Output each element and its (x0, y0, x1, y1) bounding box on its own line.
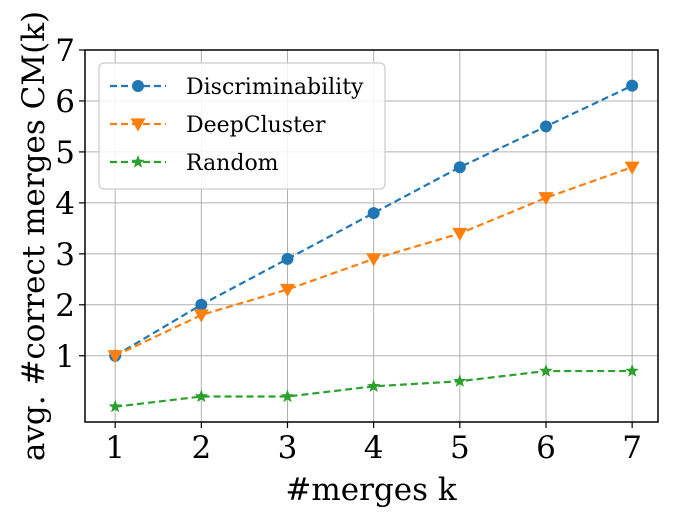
data-point-random (194, 389, 208, 403)
y-tick-label: 2 (55, 288, 75, 324)
y-tick-label: 6 (55, 84, 75, 120)
x-tick-label: 6 (536, 430, 556, 466)
data-point-deepcluster (624, 161, 640, 175)
data-point-discriminability (281, 252, 294, 265)
data-point-deepcluster (366, 253, 382, 267)
data-point-deepcluster (538, 192, 554, 206)
y-axis: 1 2 3 4 5 6 7 (55, 33, 85, 375)
data-point-random (539, 364, 553, 377)
legend-item-random: Random (110, 151, 279, 176)
x-tick-label: 1 (105, 430, 125, 466)
legend-marker-discriminability (132, 80, 144, 92)
data-point-discriminability (453, 161, 466, 174)
legend-label-deepcluster: DeepCluster (186, 113, 326, 138)
legend-box (98, 62, 386, 190)
x-tick-label: 3 (278, 430, 298, 466)
y-axis-title: avg. #correct merges CM(k) (16, 11, 52, 461)
legend-marker-deepcluster (130, 118, 146, 132)
x-axis-title: #merges k (285, 472, 456, 508)
data-point-discriminability (626, 79, 639, 92)
legend-item-discriminability: Discriminability (110, 75, 364, 100)
x-tick-label: 7 (622, 430, 642, 466)
data-point-discriminability (195, 298, 208, 311)
y-tick-label: 4 (55, 186, 75, 222)
series-random (108, 364, 639, 413)
data-point-random (108, 399, 122, 413)
x-tick-label: 5 (450, 430, 470, 466)
series-discriminability (109, 79, 639, 362)
x-tick-label: 4 (364, 430, 384, 466)
legend-marker-random (131, 155, 145, 168)
x-tick-label: 2 (191, 430, 211, 466)
data-point-random (453, 374, 467, 387)
legend: Discriminability DeepCluster Random (98, 62, 386, 190)
y-tick-label: 7 (55, 33, 75, 69)
legend-label-discriminability: Discriminability (186, 75, 364, 100)
y-axis-title-text: avg. #correct merges CM(k) (16, 11, 52, 461)
x-axis-title-text: #merges k (285, 472, 456, 508)
data-point-random (280, 389, 295, 403)
legend-item-deepcluster: DeepCluster (110, 113, 326, 138)
data-point-deepcluster (193, 309, 209, 323)
series-layer (107, 79, 640, 413)
legend-label-random: Random (186, 151, 279, 176)
data-point-deepcluster (452, 227, 468, 241)
data-point-deepcluster (107, 350, 123, 364)
x-axis: 1 2 3 4 5 6 7 (105, 422, 642, 466)
legend-items: Discriminability DeepCluster Random (110, 75, 364, 176)
data-point-random (625, 364, 639, 377)
plot-frame (84, 49, 659, 423)
data-point-discriminability (367, 207, 380, 220)
y-tick-label: 1 (55, 339, 75, 375)
data-point-discriminability (539, 120, 552, 133)
data-point-random (367, 379, 381, 392)
y-tick-label: 3 (55, 237, 75, 273)
series-deepcluster (107, 161, 640, 364)
y-tick-label: 5 (55, 135, 75, 171)
data-point-deepcluster (279, 283, 295, 298)
